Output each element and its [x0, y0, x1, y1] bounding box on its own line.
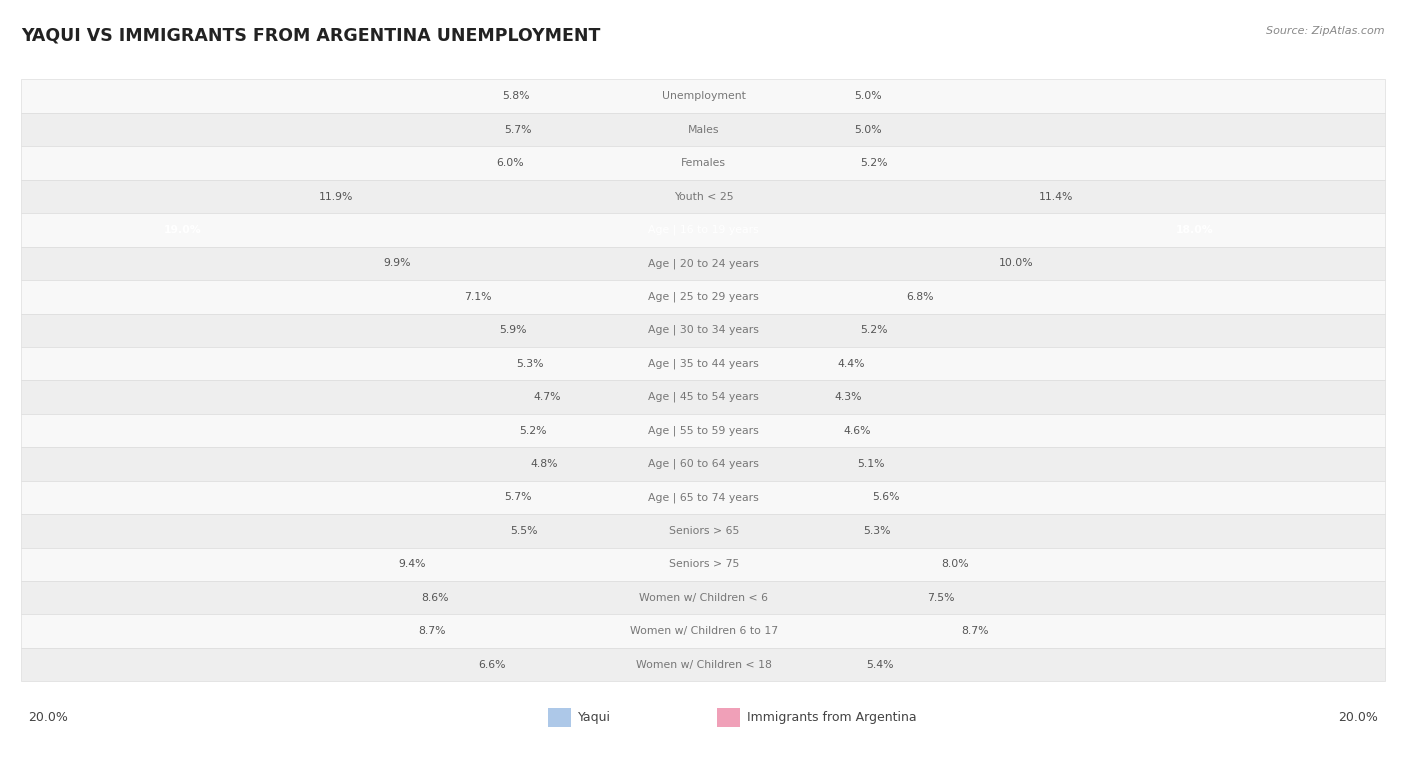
Text: 11.9%: 11.9%	[319, 192, 353, 201]
Text: 4.8%: 4.8%	[530, 459, 558, 469]
Text: Women w/ Children < 6: Women w/ Children < 6	[640, 593, 768, 603]
Text: 8.6%: 8.6%	[420, 593, 449, 603]
Text: 9.9%: 9.9%	[384, 258, 411, 269]
FancyBboxPatch shape	[704, 88, 848, 105]
Text: Age | 65 to 74 years: Age | 65 to 74 years	[648, 492, 759, 503]
Text: 11.4%: 11.4%	[1039, 192, 1073, 201]
Text: 5.7%: 5.7%	[505, 125, 533, 135]
Text: 4.4%: 4.4%	[838, 359, 865, 369]
Text: 5.9%: 5.9%	[499, 326, 526, 335]
Text: 5.3%: 5.3%	[863, 526, 891, 536]
Text: Age | 55 to 59 years: Age | 55 to 59 years	[648, 425, 759, 436]
Text: 5.3%: 5.3%	[516, 359, 544, 369]
Text: YAQUI VS IMMIGRANTS FROM ARGENTINA UNEMPLOYMENT: YAQUI VS IMMIGRANTS FROM ARGENTINA UNEMP…	[21, 26, 600, 45]
Text: Age | 16 to 19 years: Age | 16 to 19 years	[648, 225, 759, 235]
Text: 5.6%: 5.6%	[872, 492, 900, 503]
FancyBboxPatch shape	[513, 656, 704, 673]
FancyBboxPatch shape	[540, 489, 704, 506]
FancyBboxPatch shape	[551, 355, 704, 372]
Text: 5.2%: 5.2%	[860, 158, 889, 168]
FancyBboxPatch shape	[704, 221, 1222, 238]
Text: Women w/ Children 6 to 17: Women w/ Children 6 to 17	[630, 626, 778, 636]
Text: Immigrants from Argentina: Immigrants from Argentina	[747, 711, 917, 724]
FancyBboxPatch shape	[704, 422, 837, 439]
Text: 8.0%: 8.0%	[941, 559, 969, 569]
Text: 6.6%: 6.6%	[478, 659, 506, 670]
Text: 5.0%: 5.0%	[855, 125, 883, 135]
Text: 7.1%: 7.1%	[464, 291, 492, 302]
Text: 8.7%: 8.7%	[418, 626, 446, 636]
Text: 6.0%: 6.0%	[496, 158, 523, 168]
Text: Women w/ Children < 18: Women w/ Children < 18	[636, 659, 772, 670]
Text: 5.0%: 5.0%	[855, 91, 883, 101]
Text: 5.2%: 5.2%	[519, 425, 547, 435]
Text: 9.4%: 9.4%	[398, 559, 426, 569]
FancyBboxPatch shape	[704, 254, 991, 272]
Text: Age | 45 to 54 years: Age | 45 to 54 years	[648, 392, 759, 403]
FancyBboxPatch shape	[530, 154, 704, 172]
FancyBboxPatch shape	[554, 422, 704, 439]
Text: 5.2%: 5.2%	[860, 326, 889, 335]
FancyBboxPatch shape	[540, 121, 704, 139]
Text: Seniors > 65: Seniors > 65	[668, 526, 740, 536]
Text: 18.0%: 18.0%	[1175, 225, 1213, 235]
FancyBboxPatch shape	[704, 188, 1032, 205]
FancyBboxPatch shape	[704, 455, 851, 472]
FancyBboxPatch shape	[704, 288, 900, 306]
Text: Youth < 25: Youth < 25	[673, 192, 734, 201]
Text: Yaqui: Yaqui	[578, 711, 610, 724]
FancyBboxPatch shape	[565, 455, 704, 472]
FancyBboxPatch shape	[456, 589, 704, 606]
Text: Females: Females	[681, 158, 727, 168]
Text: Age | 35 to 44 years: Age | 35 to 44 years	[648, 358, 759, 369]
FancyBboxPatch shape	[704, 656, 859, 673]
FancyBboxPatch shape	[704, 121, 848, 139]
FancyBboxPatch shape	[536, 88, 704, 105]
Text: Males: Males	[688, 125, 720, 135]
FancyBboxPatch shape	[704, 355, 831, 372]
Text: 4.6%: 4.6%	[844, 425, 870, 435]
Text: Age | 20 to 24 years: Age | 20 to 24 years	[648, 258, 759, 269]
Text: Age | 60 to 64 years: Age | 60 to 64 years	[648, 459, 759, 469]
FancyBboxPatch shape	[704, 589, 920, 606]
Text: Age | 25 to 29 years: Age | 25 to 29 years	[648, 291, 759, 302]
FancyBboxPatch shape	[546, 522, 704, 540]
Text: Seniors > 75: Seniors > 75	[668, 559, 740, 569]
Text: 19.0%: 19.0%	[165, 225, 201, 235]
Text: 5.7%: 5.7%	[505, 492, 533, 503]
Text: 5.4%: 5.4%	[866, 659, 894, 670]
Text: 4.3%: 4.3%	[835, 392, 862, 402]
FancyBboxPatch shape	[704, 154, 853, 172]
Text: 5.5%: 5.5%	[510, 526, 538, 536]
FancyBboxPatch shape	[704, 556, 934, 573]
Text: 8.7%: 8.7%	[962, 626, 988, 636]
FancyBboxPatch shape	[704, 388, 828, 406]
Text: 5.8%: 5.8%	[502, 91, 529, 101]
Text: Unemployment: Unemployment	[662, 91, 745, 101]
Text: 20.0%: 20.0%	[28, 711, 67, 724]
Text: 6.8%: 6.8%	[907, 291, 934, 302]
Text: 4.7%: 4.7%	[533, 392, 561, 402]
Text: 20.0%: 20.0%	[1339, 711, 1378, 724]
Text: Source: ZipAtlas.com: Source: ZipAtlas.com	[1267, 26, 1385, 36]
Text: Age | 30 to 34 years: Age | 30 to 34 years	[648, 325, 759, 335]
Text: 10.0%: 10.0%	[998, 258, 1033, 269]
FancyBboxPatch shape	[453, 622, 704, 640]
FancyBboxPatch shape	[568, 388, 704, 406]
FancyBboxPatch shape	[704, 622, 955, 640]
FancyBboxPatch shape	[499, 288, 704, 306]
FancyBboxPatch shape	[704, 322, 853, 339]
Text: 5.1%: 5.1%	[858, 459, 884, 469]
FancyBboxPatch shape	[156, 221, 704, 238]
FancyBboxPatch shape	[418, 254, 704, 272]
FancyBboxPatch shape	[360, 188, 704, 205]
Text: 7.5%: 7.5%	[927, 593, 955, 603]
FancyBboxPatch shape	[533, 322, 704, 339]
FancyBboxPatch shape	[704, 489, 865, 506]
FancyBboxPatch shape	[704, 522, 856, 540]
FancyBboxPatch shape	[433, 556, 704, 573]
